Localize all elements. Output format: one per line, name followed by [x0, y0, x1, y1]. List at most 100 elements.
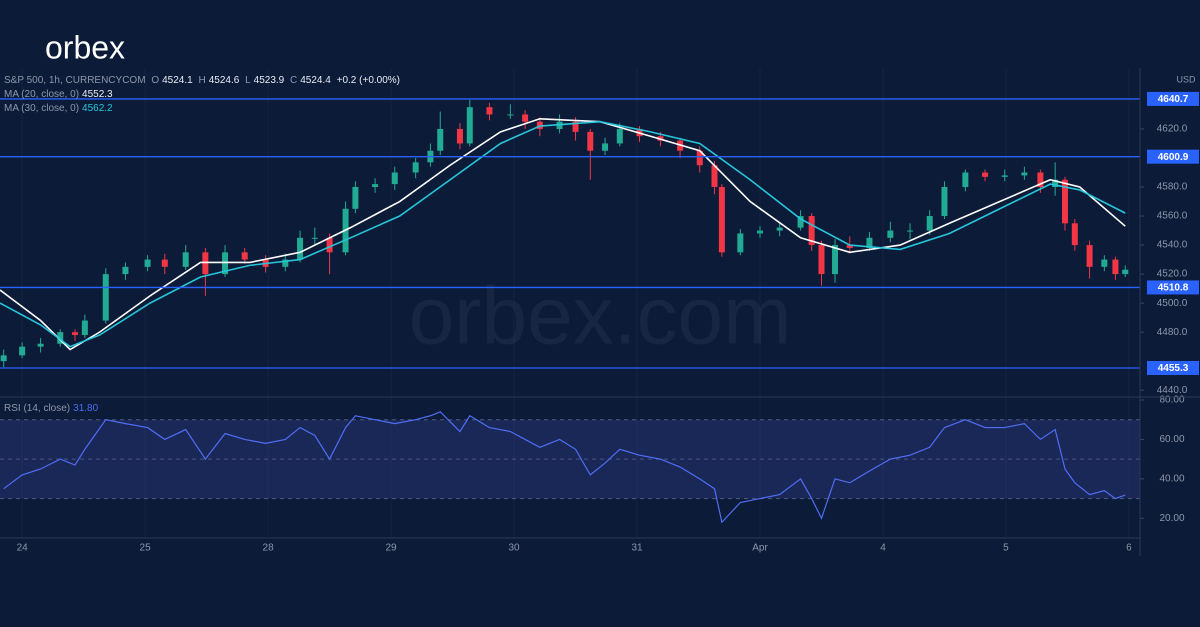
- candle-body: [391, 172, 398, 185]
- x-tick-label: 4: [880, 543, 886, 554]
- candle-body: [72, 332, 79, 336]
- candle-body: [1037, 172, 1044, 188]
- ohlc-label: O: [151, 75, 160, 86]
- y-tick-label: 40.00: [1159, 473, 1184, 484]
- candle-body: [412, 162, 419, 173]
- y-tick-label: 4620.0: [1157, 124, 1188, 135]
- candle-body: [311, 237, 318, 239]
- candle-body: [37, 343, 44, 347]
- level-label-box: [1147, 91, 1199, 106]
- symbol-legend: S&P 500, 1h, CURRENCYCOM O 4524.1 H 4524.6…: [4, 75, 403, 86]
- ma-legend: MA (30, close, 0) 4562.2: [4, 103, 116, 114]
- candle-body: [352, 187, 359, 209]
- y-tick-label: 4560.0: [1157, 211, 1188, 222]
- currency-label: USD: [1176, 74, 1196, 84]
- y-tick-label: 20.00: [1159, 513, 1184, 524]
- ohlc-value: 4524.1: [162, 75, 193, 86]
- x-tick-label: 31: [631, 543, 643, 554]
- candle-body: [1112, 259, 1119, 275]
- legend-name: MA (30, close, 0): [4, 103, 80, 114]
- candle-body: [818, 245, 825, 275]
- x-tick-label: 30: [508, 543, 520, 554]
- candle-body: [437, 128, 444, 151]
- candle-body: [797, 216, 804, 228]
- y-tick-label: 80.00: [1159, 395, 1184, 406]
- level-label: 4510.8: [1158, 283, 1189, 294]
- candle-body: [757, 230, 763, 234]
- candle-body: [696, 150, 703, 166]
- candle-body: [846, 245, 853, 248]
- candle-body: [1061, 179, 1068, 224]
- candle-body: [466, 107, 473, 144]
- ohlc-label: C: [290, 75, 298, 86]
- y-tick-label: 4500.0: [1157, 298, 1188, 309]
- candle-body: [81, 320, 88, 336]
- candle-body: [887, 230, 894, 238]
- candle-body: [866, 237, 873, 248]
- legend-value: 31.80: [73, 403, 99, 414]
- moving-average-line: [0, 120, 1126, 348]
- ohlc-value: 4524.6: [208, 75, 240, 86]
- x-tick-label: 5: [1003, 543, 1009, 554]
- x-tick-label: 24: [17, 543, 29, 554]
- candle-body: [1122, 269, 1129, 275]
- candle-body: [907, 230, 914, 232]
- candle-body: [507, 114, 514, 116]
- candle-body: [776, 227, 783, 231]
- candle-body: [297, 237, 304, 260]
- level-label-box: [1147, 149, 1199, 164]
- candle-body: [962, 172, 969, 188]
- legend-value: 4552.3: [82, 89, 113, 100]
- candle-body: [144, 259, 151, 267]
- level-label: 4455.3: [1158, 363, 1189, 374]
- candle-body: [941, 187, 948, 217]
- x-tick-label: 29: [386, 543, 398, 554]
- candle-body: [282, 259, 289, 267]
- legend-name: RSI (14, close): [4, 403, 71, 414]
- candle-body: [57, 332, 64, 344]
- rsi-legend: RSI (14, close) 31.80: [4, 403, 101, 414]
- candle-body: [122, 266, 129, 275]
- candle-body: [1052, 179, 1059, 188]
- candle-body: [1071, 223, 1078, 246]
- candle-body: [616, 128, 623, 144]
- x-tick-label: 25: [140, 543, 152, 554]
- brand-logo: orbex: [45, 29, 125, 65]
- candle-body: [19, 346, 26, 356]
- candle-body: [241, 252, 248, 260]
- candle-body: [161, 259, 168, 267]
- candle-body: [1021, 172, 1028, 176]
- candle-body: [926, 216, 933, 231]
- candle-body: [602, 143, 609, 151]
- y-tick-label: 4440.0: [1157, 385, 1188, 396]
- candle-body: [486, 107, 493, 115]
- candle-body: [711, 165, 718, 188]
- y-tick-label: 4480.0: [1157, 327, 1188, 338]
- candle-body: [456, 128, 463, 144]
- y-tick-label: 4520.0: [1157, 269, 1188, 280]
- symbol: S&P 500, 1h, CURRENCYCOM: [4, 75, 146, 86]
- candle-body: [1086, 245, 1093, 267]
- ohlc-label: H: [198, 75, 206, 86]
- y-tick-label: 60.00: [1159, 434, 1184, 445]
- candle-body: [522, 114, 529, 122]
- legend-name: MA (20, close, 0): [4, 89, 80, 100]
- x-tick-label: 28: [263, 543, 275, 554]
- ohlc-value: 4523.9: [253, 75, 285, 86]
- y-tick-label: 4580.0: [1157, 182, 1188, 193]
- legend-value: 4562.2: [82, 103, 113, 114]
- ohlc-value: 4524.4: [300, 75, 331, 86]
- candle-body: [1101, 259, 1108, 267]
- candle-body: [572, 121, 579, 132]
- x-tick-label: Apr: [752, 543, 768, 554]
- level-label: 4640.7: [1158, 94, 1189, 105]
- level-label-box: [1147, 280, 1199, 295]
- rsi-line: [3, 411, 1126, 524]
- y-tick-label: 4540.0: [1157, 240, 1188, 251]
- candle-body: [0, 355, 7, 362]
- x-tick-label: 6: [1126, 543, 1132, 554]
- candle-body: [982, 172, 989, 177]
- candle-body: [808, 216, 815, 246]
